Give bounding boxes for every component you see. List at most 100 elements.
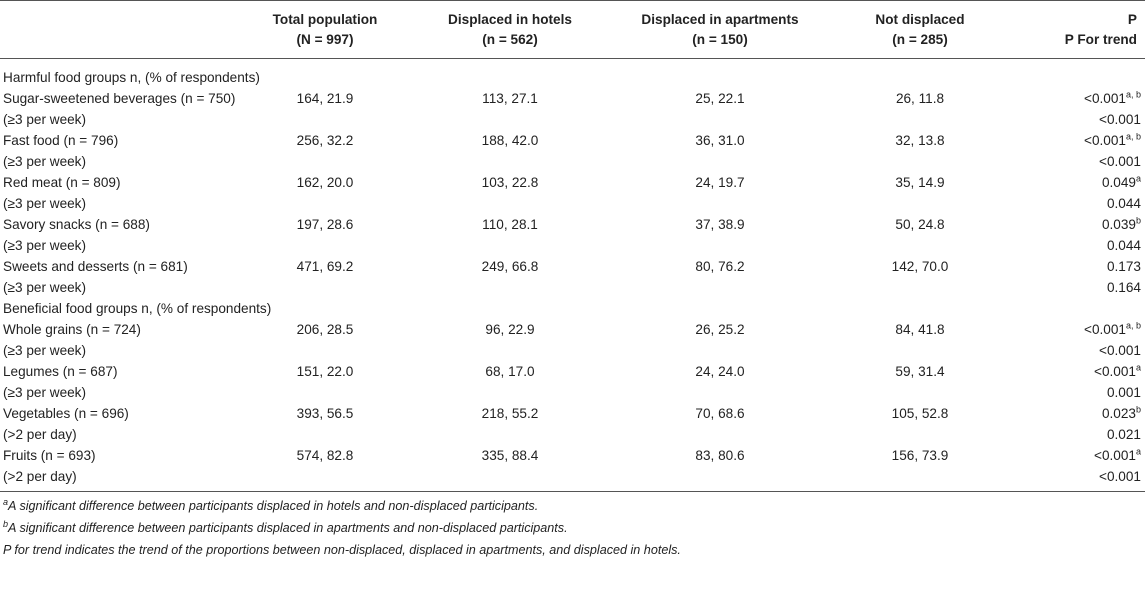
frequency-label: (>2 per day) <box>3 427 77 442</box>
table-row: Savory snacks (n = 688) 197, 28.6 110, 28.… <box>0 214 1145 253</box>
p-trend-value: <0.001 <box>1099 154 1141 169</box>
table-row: Sugar-sweetened beverages (n = 750) 164, … <box>0 88 1145 127</box>
p-trend-value: 0.044 <box>1106 238 1141 253</box>
food-group-label: Whole grains (n = 724) <box>3 322 141 337</box>
table-row: Fast food (n = 796) 256, 32.2 188, 42.0 36,… <box>0 130 1145 169</box>
food-group-label: Fast food (n = 796) <box>3 133 119 148</box>
total-value: 471, 69.2 <box>296 259 354 274</box>
empty-cell <box>250 424 400 445</box>
not-displaced-value: 50, 24.8 <box>895 217 945 232</box>
empty-cell <box>620 466 820 492</box>
p-value: 0.039b 0.044 <box>1020 214 1145 256</box>
footnote-trend: P for trend indicates the trend of the p… <box>3 543 681 557</box>
p-trend-value: 0.164 <box>1106 280 1141 295</box>
p-trend-value: 0.021 <box>1106 427 1141 442</box>
not-displaced-value: 26, 11.8 <box>895 91 945 106</box>
p-value-text: <0.001 <box>1094 448 1136 463</box>
p-value-text: <0.001 <box>1084 322 1126 337</box>
food-group-label: Sweets and desserts (n = 681) <box>3 259 188 274</box>
section-label: Harmful food groups n, (% of respondents… <box>3 70 260 85</box>
hotels-value: 110, 28.1 <box>482 217 538 232</box>
total-value: 162, 20.0 <box>296 175 354 190</box>
p-superscript: a, b <box>1125 320 1141 331</box>
total-value: 151, 22.0 <box>296 364 354 379</box>
empty-cell <box>250 340 400 361</box>
not-displaced-value: 142, 70.0 <box>891 259 949 274</box>
hotels-value: 335, 88.4 <box>481 448 539 463</box>
header-total-population: Total population (N = 997) <box>272 12 378 47</box>
empty-cell <box>820 235 1020 256</box>
empty-cell <box>250 277 400 298</box>
table-row-frequency: (≥3 per week) <box>0 109 1145 130</box>
not-displaced-value: 105, 52.8 <box>891 406 949 421</box>
table-row-frequency: (≥3 per week) <box>0 193 1145 214</box>
header-displaced-apartments: Displaced in apartments (n = 150) <box>641 12 799 47</box>
food-group-label: Vegetables (n = 696) <box>3 406 129 421</box>
apartments-value: 36, 31.0 <box>695 133 745 148</box>
empty-cell <box>250 109 400 130</box>
empty-cell <box>400 151 620 172</box>
frequency-label: (≥3 per week) <box>3 238 87 253</box>
empty-cell <box>820 109 1020 130</box>
empty-cell <box>400 424 620 445</box>
empty-cell <box>820 466 1020 492</box>
empty-cell <box>620 109 820 130</box>
frequency-label: (≥3 per week) <box>3 154 87 169</box>
p-superscript: a, b <box>1125 131 1141 142</box>
p-value: 0.049a 0.044 <box>1020 172 1145 214</box>
hotels-value: 103, 22.8 <box>481 175 539 190</box>
table-row-frequency: (≥3 per week) <box>0 151 1145 172</box>
hotels-value: 218, 55.2 <box>481 406 539 421</box>
food-group-label: Sugar-sweetened beverages (n = 750) <box>3 91 236 106</box>
p-superscript: a <box>1135 446 1141 457</box>
p-trend-value: <0.001 <box>1099 112 1141 127</box>
p-superscript: b <box>1135 404 1141 415</box>
header-not-displaced: Not displaced (n = 285) <box>875 12 965 47</box>
table-row: Sweets and desserts (n = 681) 471, 69.2 24… <box>0 256 1145 295</box>
apartments-value: 24, 24.0 <box>695 364 745 379</box>
header-empty <box>0 1 250 59</box>
empty-cell <box>250 193 400 214</box>
apartments-value: 37, 38.9 <box>695 217 745 232</box>
empty-cell <box>400 382 620 403</box>
p-superscript: b <box>1135 215 1141 226</box>
empty-cell <box>250 466 400 492</box>
table-row-frequency: (≥3 per week) <box>0 235 1145 256</box>
p-superscript: a <box>1135 173 1141 184</box>
p-value-text: <0.001 <box>1084 91 1126 106</box>
empty-cell <box>250 235 400 256</box>
frequency-label: (>2 per day) <box>3 469 77 484</box>
p-value-text: <0.001 <box>1094 364 1136 379</box>
p-trend-value: 0.044 <box>1106 196 1141 211</box>
empty-cell <box>620 235 820 256</box>
apartments-value: 80, 76.2 <box>695 259 745 274</box>
total-value: 206, 28.5 <box>296 322 354 337</box>
apartments-value: 83, 80.6 <box>695 448 745 463</box>
not-displaced-value: 32, 13.8 <box>895 133 945 148</box>
table-row-frequency: (≥3 per week) <box>0 340 1145 361</box>
frequency-label: (≥3 per week) <box>3 112 87 127</box>
empty-cell <box>400 109 620 130</box>
p-value: 0.173 0.164 <box>1020 256 1145 298</box>
p-value-text: 0.023 <box>1101 406 1136 421</box>
not-displaced-value: 59, 31.4 <box>895 364 945 379</box>
empty-cell <box>620 382 820 403</box>
apartments-value: 25, 22.1 <box>695 91 745 106</box>
food-group-label: Fruits (n = 693) <box>3 448 96 463</box>
empty-cell <box>620 193 820 214</box>
empty-cell <box>820 277 1020 298</box>
table-row: Red meat (n = 809) 162, 20.0 103, 22.8 24, … <box>0 172 1145 211</box>
hotels-value: 188, 42.0 <box>481 133 539 148</box>
empty-cell <box>620 151 820 172</box>
table-row: Vegetables (n = 696) 393, 56.5 218, 55.2 70… <box>0 403 1145 442</box>
table-row-frequency: (≥3 per week) <box>0 382 1145 403</box>
frequency-label: (≥3 per week) <box>3 196 87 211</box>
not-displaced-value: 156, 73.9 <box>891 448 949 463</box>
p-superscript: a <box>1135 362 1141 373</box>
food-group-label: Savory snacks (n = 688) <box>3 217 150 232</box>
p-value: <0.001a <0.001 <box>1020 445 1145 492</box>
frequency-label: (≥3 per week) <box>3 280 87 295</box>
section-label: Beneficial food groups n, (% of responde… <box>3 301 272 316</box>
apartments-value: 26, 25.2 <box>695 322 745 337</box>
empty-cell <box>820 151 1020 172</box>
